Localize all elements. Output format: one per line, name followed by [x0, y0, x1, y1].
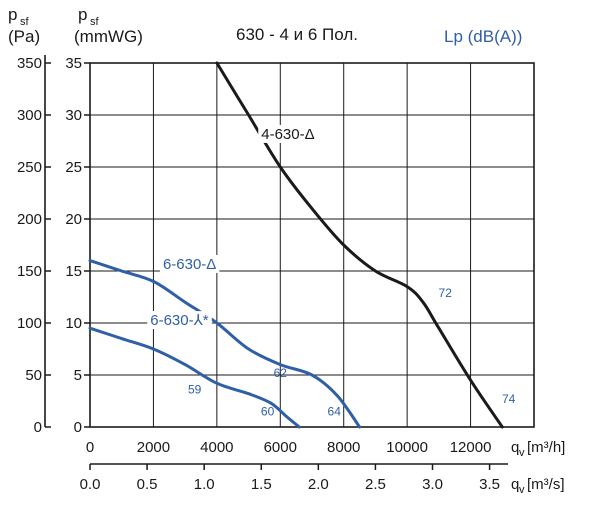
curve-label-bg [159, 254, 220, 273]
y-axis-mmwg-ticks: 0 5 10 15 20 25 30 35 [65, 55, 90, 436]
mm-axis-unit: (mmWG) [74, 27, 143, 46]
x-tick-label: 6000 [264, 439, 297, 456]
x-tick-label: 12000 [450, 439, 492, 456]
lp-value-64: 64 [328, 405, 342, 419]
y-tick-label: 25 [65, 159, 82, 176]
curve-labels: 4-630-Δ 6-630-Δ 6-630-⅄* [147, 124, 318, 330]
pa-tick-label: 200 [17, 211, 42, 228]
curve-label-6-630-star: 6-630-⅄* [150, 312, 209, 329]
lp-value-74: 74 [502, 392, 516, 406]
svg-text:[m³/s]: [m³/s] [527, 476, 565, 493]
pa-tick-label: 150 [17, 263, 42, 280]
series-6-630-star-line [88, 326, 301, 429]
y-tick-label: 15 [65, 263, 82, 280]
lp-legend-label: Lp (dB(A)) [444, 27, 522, 46]
y-axis-pa-ticks: 0 50 100 150 200 250 300 350 [17, 55, 51, 436]
pa-tick-label: 100 [17, 315, 42, 332]
x2-tick-label: 1.0 [194, 476, 215, 493]
x-axis-m3h-label: q v [m³/h] [511, 439, 565, 459]
y-tick-label: 20 [65, 211, 82, 228]
lp-value-60: 60 [261, 405, 275, 419]
svg-text:v: v [519, 484, 525, 496]
lp-value-62: 62 [274, 366, 288, 380]
pa-axis-sub: sf [20, 16, 30, 28]
x2-tick-label: 3.5 [479, 476, 500, 493]
curve-label-6-630-delta: 6-630-Δ [163, 256, 216, 273]
series-6-630-delta-line [88, 259, 362, 429]
x-axis-m3s-label: q v [m³/s] [511, 476, 565, 496]
plot-border [89, 62, 535, 428]
y-tick-label: 35 [65, 55, 82, 72]
x-tick-label: 4000 [200, 439, 233, 456]
lp-value-59: 59 [188, 383, 202, 397]
curves [88, 61, 504, 429]
svg-text:q: q [511, 439, 519, 456]
lp-value-72: 72 [439, 286, 453, 300]
mm-axis-sub: sf [90, 16, 100, 28]
grid-lines [89, 62, 534, 428]
pa-axis-unit: (Pa) [8, 27, 40, 46]
x-tick-label: 10000 [386, 439, 428, 456]
curve-label-bg [258, 124, 318, 143]
mm-axis-symbol: p [78, 5, 87, 24]
pa-axis-symbol: p [8, 5, 17, 24]
x-tick-label: 0 [86, 439, 94, 456]
x-tick-label: 8000 [327, 439, 360, 456]
pa-tick-label: 50 [25, 367, 42, 384]
curve-label-4-630-delta: 4-630-Δ [261, 126, 314, 143]
svg-text:[m³/h]: [m³/h] [527, 439, 565, 456]
x2-tick-label: 2.0 [308, 476, 329, 493]
x2-tick-label: 1.5 [251, 476, 272, 493]
x-axis-m3s-ticks: 0.0 0.5 1.0 1.5 2.0 2.5 3.0 3.5 [80, 464, 500, 493]
svg-text:q: q [511, 476, 519, 493]
pa-tick-label: 300 [17, 107, 42, 124]
x-tick-label: 2000 [137, 439, 170, 456]
pa-tick-label: 0 [34, 419, 42, 436]
chart-title: 630 - 4 и 6 Пол. [236, 25, 358, 44]
lp-values: 72 74 62 59 60 64 [188, 286, 516, 419]
x2-tick-label: 0.0 [80, 476, 101, 493]
series-4-630-delta-line [215, 61, 504, 429]
plot-frame [44, 55, 535, 465]
y-tick-label: 10 [65, 315, 82, 332]
pa-tick-label: 250 [17, 159, 42, 176]
x2-tick-label: 3.0 [422, 476, 443, 493]
x2-tick-label: 0.5 [137, 476, 158, 493]
y-tick-label: 5 [74, 367, 82, 384]
y-tick-label: 30 [65, 107, 82, 124]
pa-tick-label: 350 [17, 55, 42, 72]
x-axis-m3h-ticks: 0 2000 4000 6000 8000 10000 12000 [86, 439, 492, 456]
y-tick-label: 0 [74, 419, 82, 436]
svg-text:v: v [519, 447, 525, 459]
curve-label-bg [147, 311, 212, 330]
x2-tick-label: 2.5 [365, 476, 386, 493]
